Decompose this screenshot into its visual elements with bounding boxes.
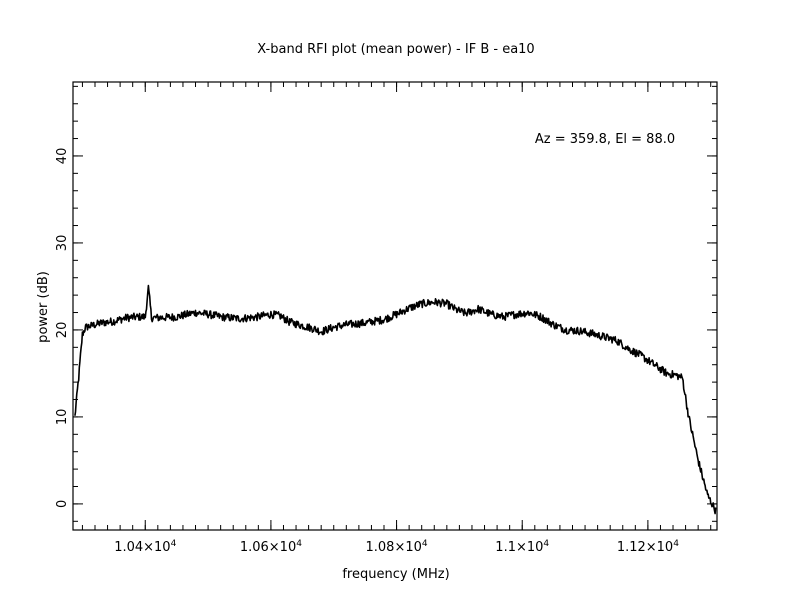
y-tick-label: 0 xyxy=(55,500,70,508)
x-tick-label: 1.04×104 xyxy=(114,539,176,555)
chart-annotation: Az = 359.8, El = 88.0 xyxy=(535,132,675,147)
x-tick-label: 1.08×104 xyxy=(366,539,428,555)
chart-title: X-band RFI plot (mean power) - IF B - ea… xyxy=(257,42,534,57)
y-tick-label: 40 xyxy=(55,148,70,165)
x-axis-label: frequency (MHz) xyxy=(342,567,449,582)
x-tick-label: 1.06×104 xyxy=(240,539,302,555)
plot-frame xyxy=(72,81,718,531)
x-tick-label: 1.1×104 xyxy=(495,539,549,555)
y-tick-label: 20 xyxy=(55,322,70,339)
axis-ticks xyxy=(73,82,717,530)
y-tick-label: 10 xyxy=(55,409,70,426)
tick-labels: 1.04×104 1.06×104 1.08×104 1.1×104 1.12×104 0… xyxy=(55,148,679,555)
y-tick-label: 30 xyxy=(55,235,70,252)
y-axis-label: power (dB) xyxy=(36,271,51,343)
series-line-mean-power xyxy=(74,284,717,515)
x-tick-label: 1.12×104 xyxy=(617,539,679,555)
